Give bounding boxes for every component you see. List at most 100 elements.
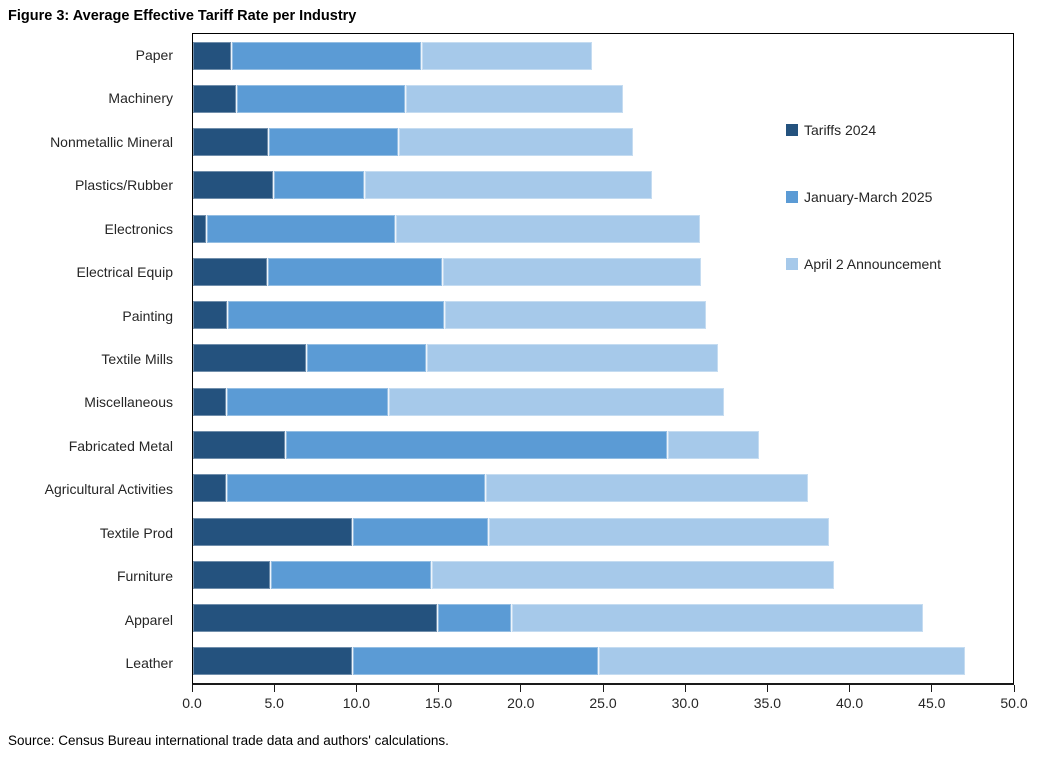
bar-segment-april-2-announcement	[442, 257, 702, 286]
bar-segment-april-2-announcement	[363, 171, 653, 200]
bar-segment-january-march-2025	[284, 431, 667, 460]
bar-segment-january-march-2025	[437, 604, 512, 633]
bar-segment-april-2-announcement	[666, 431, 759, 460]
stacked-bar	[193, 41, 592, 70]
bar-segment-tariffs-2024	[193, 128, 269, 157]
x-axis-tick-label: 50.0	[1000, 695, 1028, 711]
x-axis-tick	[438, 685, 440, 692]
legend-swatch-icon	[786, 258, 798, 270]
category-label: Leather	[125, 655, 173, 672]
category-label: Paper	[135, 46, 173, 63]
bar-row	[193, 77, 1013, 120]
bar-segment-january-march-2025	[306, 344, 426, 373]
bar-segment-january-march-2025	[273, 171, 364, 200]
stacked-bar	[193, 431, 759, 460]
bar-segment-april-2-announcement	[397, 128, 633, 157]
bar-segment-tariffs-2024	[193, 387, 226, 416]
x-axis-tick	[191, 685, 193, 692]
x-axis-tick	[1013, 685, 1015, 692]
x-axis-tick-label: 40.0	[835, 695, 864, 711]
stacked-bar	[193, 474, 808, 503]
bar-row	[193, 640, 1013, 683]
bar-segment-january-march-2025	[225, 387, 389, 416]
bar-segment-april-2-announcement	[420, 41, 592, 70]
bar-row	[193, 337, 1013, 380]
category-label: Electronics	[104, 220, 173, 237]
bar-segment-april-2-announcement	[394, 214, 700, 243]
x-axis-tick-label: 45.0	[918, 695, 946, 711]
bar-row	[193, 423, 1013, 466]
legend-label: Tariffs 2024	[804, 122, 877, 138]
legend-item: Tariffs 2024	[786, 122, 941, 138]
bar-segment-april-2-announcement	[388, 387, 725, 416]
category-label: Apparel	[124, 611, 173, 628]
stacked-bar	[193, 171, 653, 200]
legend-item: April 2 Announcement	[786, 256, 941, 272]
bar-segment-january-march-2025	[230, 41, 421, 70]
bar-row	[193, 34, 1013, 77]
bar-segment-january-march-2025	[352, 647, 599, 676]
bar-row	[193, 596, 1013, 639]
bar-segment-january-march-2025	[268, 128, 398, 157]
bar-segment-tariffs-2024	[193, 301, 228, 330]
x-axis-tick-label: 30.0	[671, 695, 699, 711]
bar-row	[193, 164, 1013, 207]
stacked-bar	[193, 128, 633, 157]
x-axis-tick-label: 0.0	[182, 695, 202, 711]
category-label: Electrical Equip	[76, 264, 174, 281]
bar-segment-tariffs-2024	[193, 474, 226, 503]
bar-row	[193, 121, 1013, 164]
bar-segment-tariffs-2024	[193, 257, 267, 286]
bar-segment-january-march-2025	[206, 214, 395, 243]
bar-segment-april-2-announcement	[430, 560, 835, 589]
bar-segment-tariffs-2024	[193, 517, 353, 546]
category-label: Machinery	[108, 90, 173, 107]
bar-segment-tariffs-2024	[193, 431, 285, 460]
category-label: Painting	[122, 307, 173, 324]
bar-segment-tariffs-2024	[193, 560, 271, 589]
bar-segment-january-march-2025	[270, 560, 431, 589]
stacked-bar	[193, 344, 718, 373]
bar-segment-tariffs-2024	[193, 84, 236, 113]
stacked-bar	[193, 387, 725, 416]
stacked-bar	[193, 647, 966, 676]
x-axis-tick-label: 10.0	[342, 695, 371, 711]
category-label: Agricultural Activities	[44, 481, 173, 498]
x-axis-tick-label: 5.0	[264, 695, 284, 711]
bar-segment-april-2-announcement	[404, 84, 623, 113]
stacked-bar	[193, 84, 623, 113]
bar-row	[193, 380, 1013, 423]
plot-area: Tariffs 2024 January-March 2025 April 2 An…	[192, 33, 1014, 685]
legend-item: January-March 2025	[786, 189, 941, 205]
bar-segment-january-march-2025	[227, 301, 444, 330]
chart-title: Figure 3: Average Effective Tariff Rate …	[8, 8, 357, 24]
bar-row	[193, 250, 1013, 293]
stacked-bar	[193, 604, 923, 633]
x-axis-tick	[520, 685, 522, 692]
stacked-bar	[193, 517, 830, 546]
bar-segment-tariffs-2024	[193, 344, 307, 373]
source-note: Source: Census Bureau international trad…	[8, 733, 449, 748]
bar-segment-january-march-2025	[235, 84, 405, 113]
x-axis-tick	[355, 685, 357, 692]
bar-row	[193, 510, 1013, 553]
bar-row	[193, 553, 1013, 596]
stacked-bar	[193, 560, 835, 589]
bar-segment-april-2-announcement	[488, 517, 830, 546]
bar-row	[193, 294, 1013, 337]
legend-swatch-icon	[786, 124, 798, 136]
category-label: Fabricated Metal	[68, 437, 173, 454]
bar-segment-april-2-announcement	[511, 604, 923, 633]
bar-segment-january-march-2025	[266, 257, 443, 286]
stacked-bar	[193, 214, 700, 243]
category-axis-labels: Paper Machinery Nonmetallic Mineral Plastic…	[0, 33, 184, 685]
stacked-bar	[193, 301, 707, 330]
category-label: Furniture	[116, 568, 173, 585]
x-axis-tick	[602, 685, 604, 692]
x-axis-tick	[849, 685, 851, 692]
x-axis-tick	[684, 685, 686, 692]
bar-segment-tariffs-2024	[193, 41, 231, 70]
category-label: Textile Mills	[101, 351, 173, 368]
bar-segment-tariffs-2024	[193, 647, 353, 676]
